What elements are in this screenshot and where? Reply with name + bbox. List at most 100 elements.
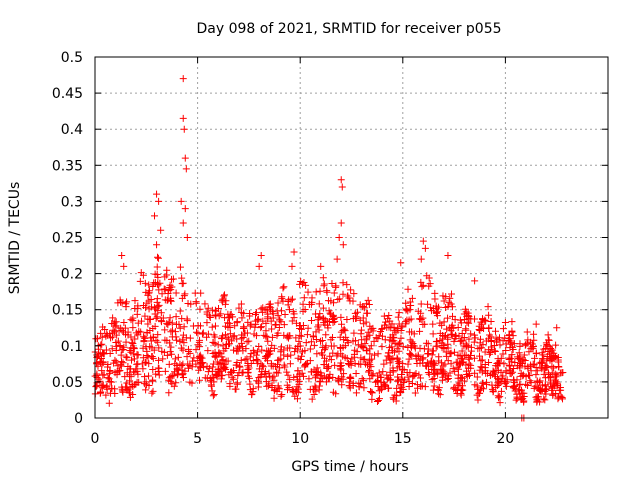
data-point <box>290 314 298 322</box>
data-point <box>205 364 213 372</box>
data-point <box>133 360 141 368</box>
data-point <box>145 281 153 289</box>
data-point <box>512 396 520 404</box>
data-point <box>388 343 396 351</box>
data-point <box>397 334 405 342</box>
data-point <box>263 382 271 390</box>
data-point <box>169 275 177 283</box>
data-point <box>252 320 260 328</box>
data-point <box>428 351 436 359</box>
chart-title: Day 098 of 2021, SRMTID for receiver p05… <box>196 21 501 37</box>
data-point <box>481 348 489 356</box>
data-point <box>464 309 472 317</box>
data-point <box>454 381 462 389</box>
data-point <box>434 370 442 378</box>
data-point <box>458 347 466 355</box>
data-point <box>444 357 452 365</box>
data-point <box>206 314 214 322</box>
x-tick-label: 0 <box>91 431 100 447</box>
data-point <box>147 337 155 345</box>
data-point <box>307 300 315 308</box>
data-point <box>530 384 538 392</box>
data-point <box>294 346 302 354</box>
data-point <box>502 367 510 375</box>
data-point <box>334 350 342 358</box>
data-point <box>296 280 304 288</box>
data-point <box>495 394 503 402</box>
data-point <box>222 357 230 365</box>
data-point <box>459 337 467 345</box>
data-point <box>133 367 141 375</box>
data-point <box>480 385 488 393</box>
data-point <box>445 299 453 307</box>
data-point <box>261 305 269 313</box>
data-point <box>117 351 125 359</box>
data-point <box>450 337 458 345</box>
data-point <box>467 343 475 351</box>
data-point <box>151 310 159 318</box>
data-point <box>333 255 341 263</box>
data-point <box>155 371 163 379</box>
data-point <box>424 340 432 348</box>
data-point <box>207 378 215 386</box>
data-point <box>147 296 155 304</box>
data-point <box>312 288 320 296</box>
data-point <box>364 361 372 369</box>
data-point <box>172 379 180 387</box>
data-point <box>374 335 382 343</box>
data-point <box>402 299 410 307</box>
data-point <box>513 353 521 361</box>
data-point <box>447 330 455 338</box>
data-point <box>189 322 197 330</box>
data-point <box>246 353 254 361</box>
data-point <box>133 351 141 359</box>
data-point <box>151 279 159 287</box>
data-point <box>181 154 189 162</box>
data-point <box>532 393 540 401</box>
data-point <box>230 346 238 354</box>
data-point <box>420 345 428 353</box>
data-point <box>382 356 390 364</box>
data-point <box>233 335 241 343</box>
data-point <box>201 300 209 308</box>
data-point <box>450 385 458 393</box>
data-point <box>431 289 439 297</box>
data-point <box>151 212 159 220</box>
data-point <box>398 366 406 374</box>
data-point <box>183 317 191 325</box>
data-point <box>399 343 407 351</box>
data-point <box>246 386 254 394</box>
data-point <box>378 325 386 333</box>
data-point <box>417 309 425 317</box>
data-point <box>386 317 394 325</box>
data-point <box>477 318 485 326</box>
data-point <box>352 315 360 323</box>
data-point <box>160 348 168 356</box>
data-point <box>478 379 486 387</box>
data-point <box>346 374 354 382</box>
data-point <box>411 389 419 397</box>
data-point <box>555 393 563 401</box>
data-point <box>302 339 310 347</box>
data-point <box>178 315 186 323</box>
data-point <box>120 319 128 327</box>
data-point <box>527 345 535 353</box>
data-point <box>392 397 400 405</box>
data-point <box>168 319 176 327</box>
data-point <box>176 307 184 315</box>
data-point <box>143 351 151 359</box>
data-point <box>408 338 416 346</box>
data-point <box>335 234 343 241</box>
data-point <box>123 379 131 387</box>
data-point <box>428 365 436 373</box>
data-point <box>406 298 414 306</box>
data-point <box>335 374 343 382</box>
data-point <box>363 334 371 342</box>
data-point <box>341 342 349 350</box>
data-point <box>347 361 355 369</box>
data-point <box>550 364 558 372</box>
data-point <box>221 300 229 308</box>
data-point <box>410 330 418 338</box>
data-point <box>476 352 484 360</box>
